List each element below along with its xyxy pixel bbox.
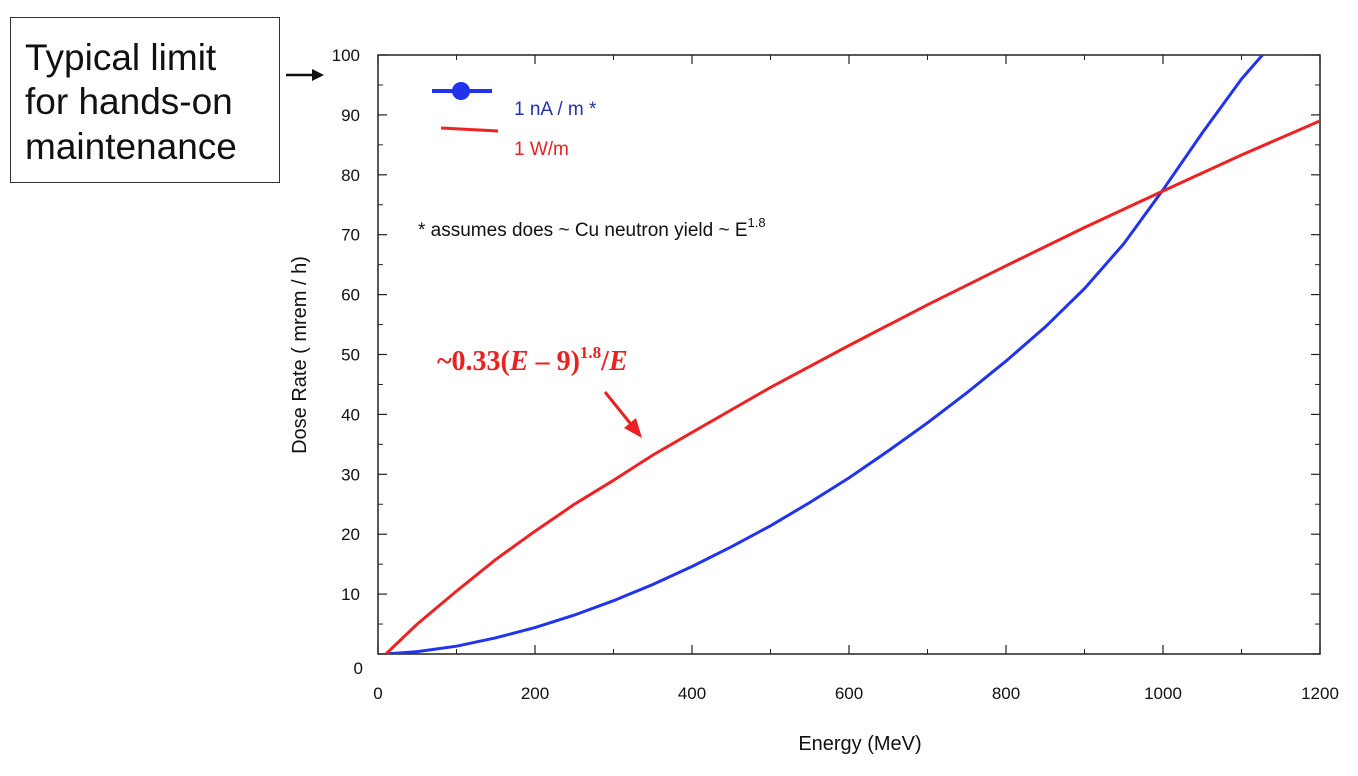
y-tick-label: 20: [341, 525, 360, 544]
y-tick-label: 0: [354, 659, 363, 678]
legend-marker-blue: [452, 82, 470, 100]
formula-slash: /: [600, 346, 610, 377]
series-layer: [384, 55, 1320, 654]
callout-line-1: Typical limit: [25, 37, 217, 78]
formula-arrow-shaft: [603, 391, 636, 429]
callout-line-2: for hands-on: [25, 81, 233, 123]
footnote-text: * assumes does ~ Cu neutron yield ~ E: [418, 220, 748, 241]
formula-middle: – 9): [529, 346, 580, 377]
formula-exponent: 1.8: [580, 343, 601, 362]
series-line-blue: [385, 55, 1265, 654]
y-tick-label: 40: [341, 405, 360, 424]
y-axis-ticks: 0 10 20 30 40 50 60 70 80 90 100: [332, 46, 1320, 678]
legend-swatch-red: [440, 126, 499, 133]
footnote-exponent: 1.8: [748, 215, 766, 230]
x-tick-label: 800: [992, 684, 1020, 703]
series-line-red: [384, 119, 1320, 654]
x-axis-ticks: 0 200 400 600 800 1000 1200: [373, 55, 1339, 703]
x-axis-title: Energy (MeV): [798, 733, 921, 755]
x-tick-label: 400: [678, 684, 706, 703]
formula-arrow-head: [624, 418, 642, 438]
hands-on-limit-callout: Typical limit for hands-on maintenance: [10, 17, 280, 183]
formula-energy-var: E: [509, 346, 529, 377]
formula-annotation: ~0.33(E – 9)1.8/E: [437, 343, 628, 377]
y-tick-label: 80: [341, 166, 360, 185]
x-tick-label: 1000: [1144, 684, 1182, 703]
formula-energy-var-2: E: [608, 346, 628, 377]
formula-prefix: ~0.33(: [437, 346, 510, 377]
y-tick-label: 60: [341, 286, 360, 305]
y-tick-label: 50: [341, 346, 360, 365]
x-tick-label: 200: [521, 684, 549, 703]
callout-line-3: maintenance: [25, 125, 237, 167]
x-tick-label: 1200: [1301, 684, 1339, 703]
legend-label-blue: 1 nA / m *: [514, 99, 597, 120]
x-tick-label: 600: [835, 684, 863, 703]
y-tick-label: 90: [341, 106, 360, 125]
y-axis-title: Dose Rate ( mrem / h): [289, 256, 311, 454]
y-tick-label: 100: [332, 46, 360, 65]
footnote-annotation: * assumes does ~ Cu neutron yield ~ E1.8: [418, 215, 766, 241]
y-tick-label: 30: [341, 465, 360, 484]
legend: 1 nA / m * 1 W/m: [432, 82, 597, 160]
y-tick-label: 70: [341, 226, 360, 245]
y-tick-label: 10: [341, 585, 360, 604]
legend-label-red: 1 W/m: [514, 139, 569, 160]
x-tick-label: 0: [373, 684, 382, 703]
limit-arrow-head: [312, 69, 324, 81]
